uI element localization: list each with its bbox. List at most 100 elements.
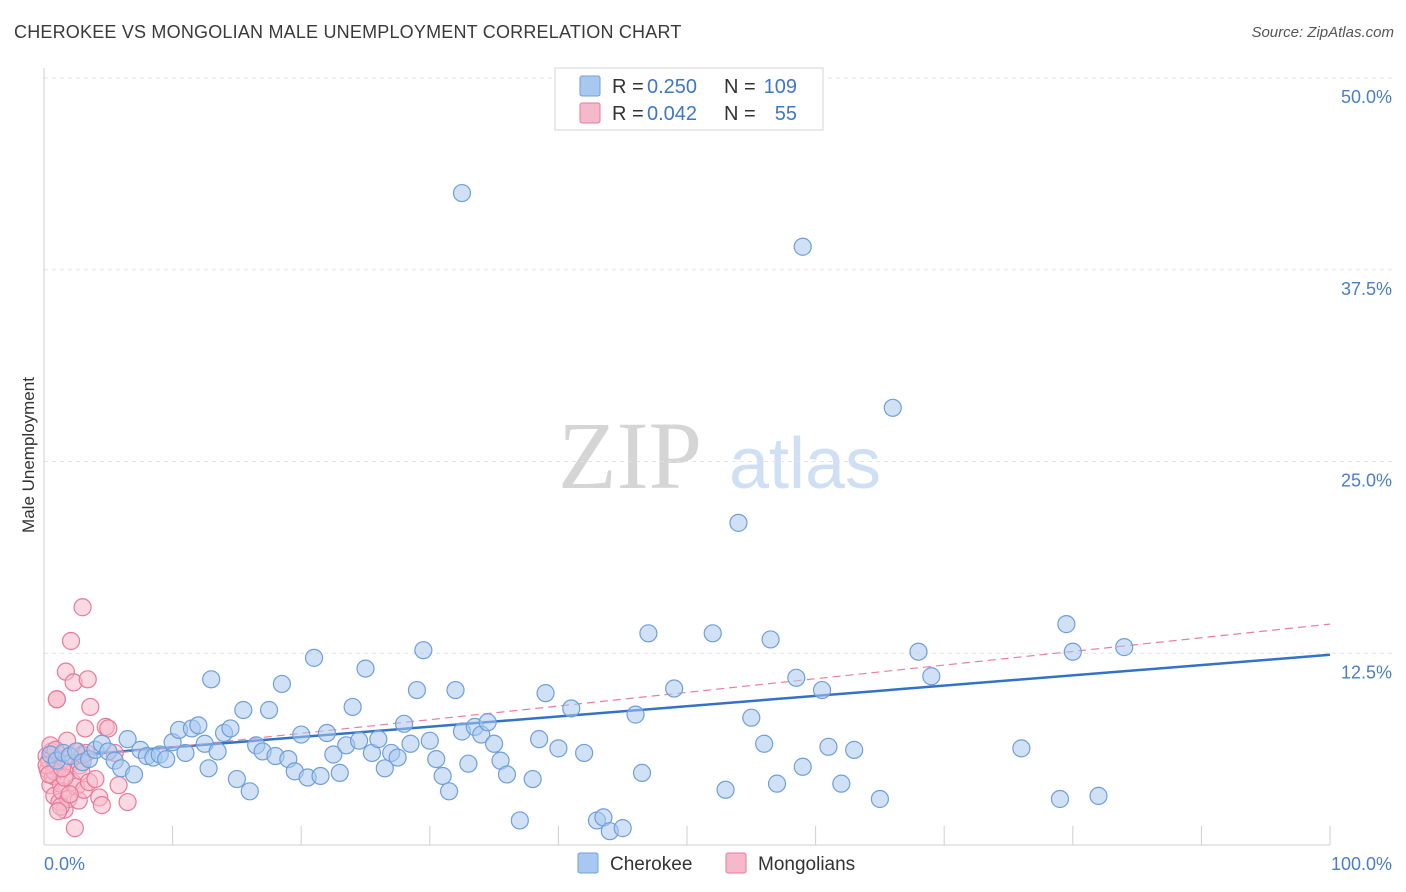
cherokee-point-21 xyxy=(176,743,195,763)
cherokee-point-93 xyxy=(767,774,787,793)
cherokee-point-56 xyxy=(394,714,414,733)
cherokee-point-61 xyxy=(427,749,446,769)
mongolian-point-35 xyxy=(86,769,105,789)
cherokee-point-92 xyxy=(729,513,748,532)
mongolian-point-39 xyxy=(99,719,118,738)
mongolian-point-30 xyxy=(76,719,95,738)
cherokee-point-94 xyxy=(761,630,780,649)
cherokee-point-84 xyxy=(626,705,645,724)
cherokee-point-112 xyxy=(793,237,812,256)
cherokee-point-45 xyxy=(324,745,343,764)
cherokee-point-66 xyxy=(459,754,478,773)
cherokee-point-59 xyxy=(414,641,433,660)
cherokee-point-104 xyxy=(922,667,941,686)
y-tick-label-1: 25.0% xyxy=(1341,471,1392,491)
watermark-atlas: atlas xyxy=(729,424,881,504)
cherokee-point-102 xyxy=(883,398,902,417)
cherokee-point-37 xyxy=(272,674,292,694)
cherokee-point-69 xyxy=(478,713,497,732)
cherokee-point-49 xyxy=(349,731,369,750)
legend-n-label-1: N = xyxy=(724,76,756,98)
mongolian-point-42 xyxy=(118,792,137,812)
cherokee-point-111 xyxy=(452,183,472,203)
cherokee-point-88 xyxy=(703,624,722,643)
cherokee-point-96 xyxy=(793,757,812,776)
cherokee-point-90 xyxy=(742,708,761,727)
x-tick-label-0: 0.0% xyxy=(44,854,85,874)
mongolian-trend-line xyxy=(43,623,1331,762)
cherokee-point-105 xyxy=(1012,739,1031,758)
cherokee-point-75 xyxy=(530,730,549,749)
mongolian-point-41 xyxy=(109,776,128,795)
mongolian-points xyxy=(37,598,137,838)
cherokee-point-46 xyxy=(330,763,349,783)
legend-n-label-2: N = xyxy=(724,103,756,125)
mongolian-point-32 xyxy=(78,670,97,689)
top-legend: R = 0.250 N = 109 R = 0.042 N = 55 xyxy=(554,67,824,131)
y-axis-label: Male Unemployment xyxy=(19,377,38,533)
cherokee-point-23 xyxy=(189,716,208,735)
cherokee-point-97 xyxy=(819,737,838,756)
cherokee-point-35 xyxy=(259,700,279,720)
cherokee-point-53 xyxy=(375,759,394,778)
cherokee-point-64 xyxy=(446,680,465,700)
cherokee-point-107 xyxy=(1057,615,1076,634)
legend-swatch-cherokee xyxy=(579,75,601,97)
cherokee-point-87 xyxy=(665,679,684,698)
cherokee-point-109 xyxy=(1089,786,1108,806)
cherokee-point-70 xyxy=(485,734,504,753)
cherokee-point-60 xyxy=(420,731,439,750)
cherokee-points xyxy=(41,183,1134,841)
cherokee-point-13 xyxy=(124,765,144,784)
mongolian-point-37 xyxy=(92,796,111,815)
cherokee-point-76 xyxy=(536,684,555,703)
cherokee-point-52 xyxy=(369,730,388,749)
cherokee-point-95 xyxy=(787,668,806,687)
mongolian-point-54 xyxy=(49,802,68,821)
legend-r-label-2: R = xyxy=(612,103,644,125)
legend-r-value-1: 0.250 xyxy=(647,76,697,98)
y-tick-label-0: 12.5% xyxy=(1341,662,1392,682)
cherokee-point-108 xyxy=(1063,642,1082,661)
cherokee-point-18 xyxy=(157,749,176,769)
legend-n-value-2: 55 xyxy=(775,103,797,125)
cherokee-point-79 xyxy=(575,743,594,763)
cherokee-point-55 xyxy=(388,748,407,767)
cherokee-point-32 xyxy=(240,782,259,801)
mongolian-point-22 xyxy=(65,819,84,838)
cherokee-point-12 xyxy=(118,730,137,749)
cherokee-point-44 xyxy=(317,723,337,743)
mongolian-point-19 xyxy=(61,631,81,651)
cherokee-point-78 xyxy=(562,699,581,718)
cherokee-point-43 xyxy=(311,766,330,786)
cherokee-point-31 xyxy=(234,700,253,720)
bottom-legend-swatch-cherokee xyxy=(577,852,599,874)
cherokee-point-50 xyxy=(356,659,375,678)
mongolian-point-44 xyxy=(47,690,66,709)
y-tick-labels: 12.5% 25.0% 37.5% 50.0% xyxy=(1341,87,1392,682)
source-credit: Source: ZipAtlas.com xyxy=(1251,24,1394,41)
cherokee-point-103 xyxy=(909,642,928,661)
cherokee-point-27 xyxy=(208,742,227,761)
cherokee-point-83 xyxy=(613,819,632,838)
cherokee-point-98 xyxy=(812,680,832,700)
cherokee-point-30 xyxy=(227,769,246,789)
cherokee-point-29 xyxy=(221,719,240,738)
cherokee-point-63 xyxy=(439,782,459,801)
mongolian-point-51 xyxy=(60,785,79,804)
cherokee-point-106 xyxy=(1050,789,1070,809)
cherokee-point-85 xyxy=(632,763,652,783)
cherokee-point-58 xyxy=(407,680,427,700)
cherokee-point-100 xyxy=(845,740,864,759)
cherokee-point-40 xyxy=(292,725,311,744)
cherokee-point-73 xyxy=(510,811,529,830)
gridlines xyxy=(44,77,1392,654)
y-tick-label-3: 50.0% xyxy=(1341,87,1392,107)
chart-title: CHEROKEE VS MONGOLIAN MALE UNEMPLOYMENT … xyxy=(14,22,682,42)
cherokee-point-62 xyxy=(433,766,452,786)
bottom-legend-swatch-mongolian xyxy=(725,852,747,874)
legend-n-value-1: 109 xyxy=(764,76,797,98)
bottom-legend-label-cherokee: Cherokee xyxy=(610,854,692,875)
trend-lines xyxy=(43,623,1331,762)
